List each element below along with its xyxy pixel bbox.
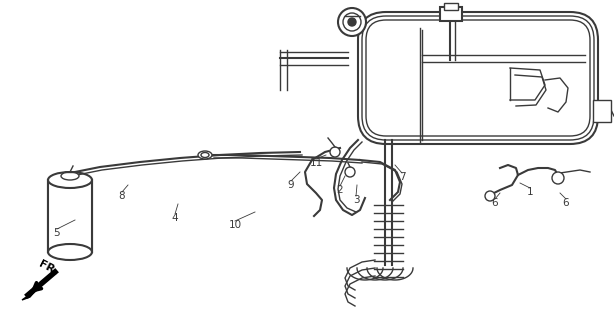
Circle shape bbox=[338, 8, 366, 36]
Ellipse shape bbox=[48, 244, 92, 260]
Ellipse shape bbox=[61, 172, 79, 180]
Ellipse shape bbox=[48, 172, 92, 188]
Text: 4: 4 bbox=[172, 213, 178, 223]
Bar bbox=[440, 7, 462, 21]
Ellipse shape bbox=[201, 153, 209, 157]
Text: 11: 11 bbox=[309, 158, 322, 168]
Circle shape bbox=[343, 13, 361, 31]
Text: 2: 2 bbox=[336, 185, 343, 195]
Ellipse shape bbox=[198, 151, 212, 159]
Polygon shape bbox=[22, 290, 36, 300]
Text: 1: 1 bbox=[527, 187, 534, 197]
Text: 5: 5 bbox=[53, 228, 60, 238]
Text: FR.: FR. bbox=[37, 259, 60, 277]
Circle shape bbox=[348, 18, 356, 26]
Text: 10: 10 bbox=[228, 220, 241, 230]
Text: 6: 6 bbox=[492, 198, 499, 208]
Bar bbox=[593, 100, 611, 122]
Circle shape bbox=[345, 167, 355, 177]
Text: 7: 7 bbox=[398, 172, 405, 182]
Bar bbox=[444, 3, 458, 10]
Text: 8: 8 bbox=[119, 191, 125, 201]
Text: 3: 3 bbox=[352, 195, 359, 205]
Text: 9: 9 bbox=[288, 180, 294, 190]
Text: 6: 6 bbox=[562, 198, 569, 208]
Circle shape bbox=[485, 191, 495, 201]
Circle shape bbox=[330, 147, 340, 157]
Bar bbox=[48, 180, 92, 252]
Circle shape bbox=[552, 172, 564, 184]
